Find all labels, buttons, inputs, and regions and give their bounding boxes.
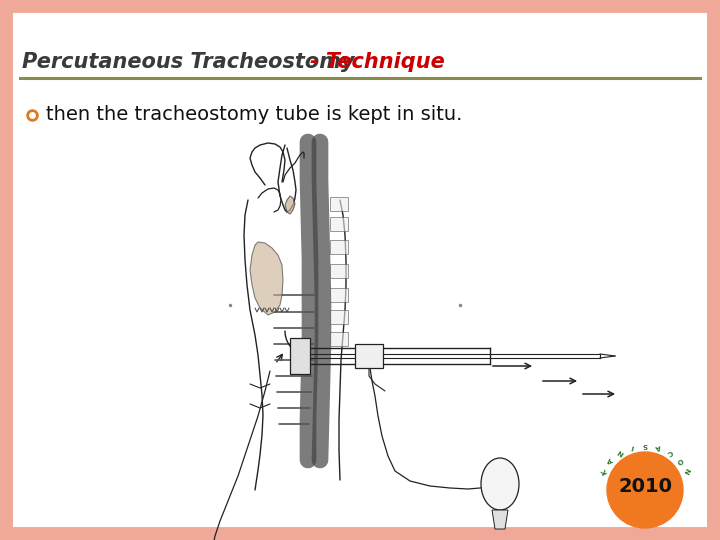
Text: S: S <box>642 442 647 448</box>
Text: I: I <box>631 443 634 450</box>
Text: O: O <box>675 456 683 464</box>
FancyBboxPatch shape <box>6 6 714 534</box>
Circle shape <box>607 452 683 528</box>
Text: A: A <box>654 443 661 450</box>
FancyBboxPatch shape <box>330 288 348 302</box>
FancyBboxPatch shape <box>330 264 348 278</box>
Text: N: N <box>682 467 690 475</box>
FancyBboxPatch shape <box>330 240 348 254</box>
Text: - Technique: - Technique <box>310 52 445 72</box>
FancyBboxPatch shape <box>330 217 348 231</box>
FancyBboxPatch shape <box>330 310 348 324</box>
Text: then the tracheostomy tube is kept in situ.: then the tracheostomy tube is kept in si… <box>46 105 462 125</box>
PathPatch shape <box>285 196 295 214</box>
Text: Percutaneous Tracheostomy: Percutaneous Tracheostomy <box>22 52 355 72</box>
Text: N: N <box>617 448 625 456</box>
PathPatch shape <box>250 242 283 315</box>
Ellipse shape <box>481 458 519 510</box>
FancyBboxPatch shape <box>330 197 348 211</box>
Polygon shape <box>492 510 508 529</box>
FancyBboxPatch shape <box>355 344 383 368</box>
Text: K: K <box>600 467 608 475</box>
Polygon shape <box>290 338 310 374</box>
FancyBboxPatch shape <box>330 332 348 346</box>
Text: C: C <box>665 448 673 456</box>
Text: 2010: 2010 <box>618 476 672 496</box>
Text: A: A <box>607 456 615 464</box>
